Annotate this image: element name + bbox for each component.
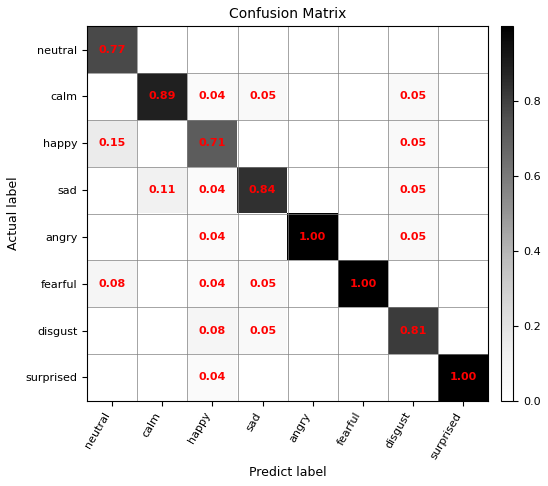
Text: 0.05: 0.05: [399, 185, 426, 195]
Title: Confusion Matrix: Confusion Matrix: [229, 7, 346, 21]
Text: 0.71: 0.71: [199, 139, 226, 148]
Text: 0.04: 0.04: [199, 185, 226, 195]
Text: 0.89: 0.89: [149, 91, 176, 102]
Text: 0.04: 0.04: [199, 232, 226, 242]
X-axis label: Predict label: Predict label: [249, 466, 327, 479]
Text: 1.00: 1.00: [449, 372, 477, 382]
Text: 0.05: 0.05: [399, 232, 426, 242]
Text: 0.05: 0.05: [249, 279, 276, 289]
Text: 0.04: 0.04: [199, 279, 226, 289]
Text: 0.81: 0.81: [399, 326, 427, 335]
Text: 0.08: 0.08: [199, 326, 226, 335]
Text: 0.08: 0.08: [99, 279, 126, 289]
Text: 1.00: 1.00: [299, 232, 327, 242]
Text: 0.05: 0.05: [249, 91, 276, 102]
Text: 1.00: 1.00: [349, 279, 376, 289]
Text: 0.04: 0.04: [199, 372, 226, 382]
Text: 0.05: 0.05: [399, 91, 426, 102]
Text: 0.11: 0.11: [149, 185, 176, 195]
Text: 0.15: 0.15: [99, 139, 126, 148]
Text: 0.05: 0.05: [249, 326, 276, 335]
Text: 0.05: 0.05: [399, 139, 426, 148]
Y-axis label: Actual label: Actual label: [7, 177, 20, 250]
Text: 0.04: 0.04: [199, 91, 226, 102]
Text: 0.77: 0.77: [99, 45, 126, 55]
Text: 0.84: 0.84: [249, 185, 276, 195]
